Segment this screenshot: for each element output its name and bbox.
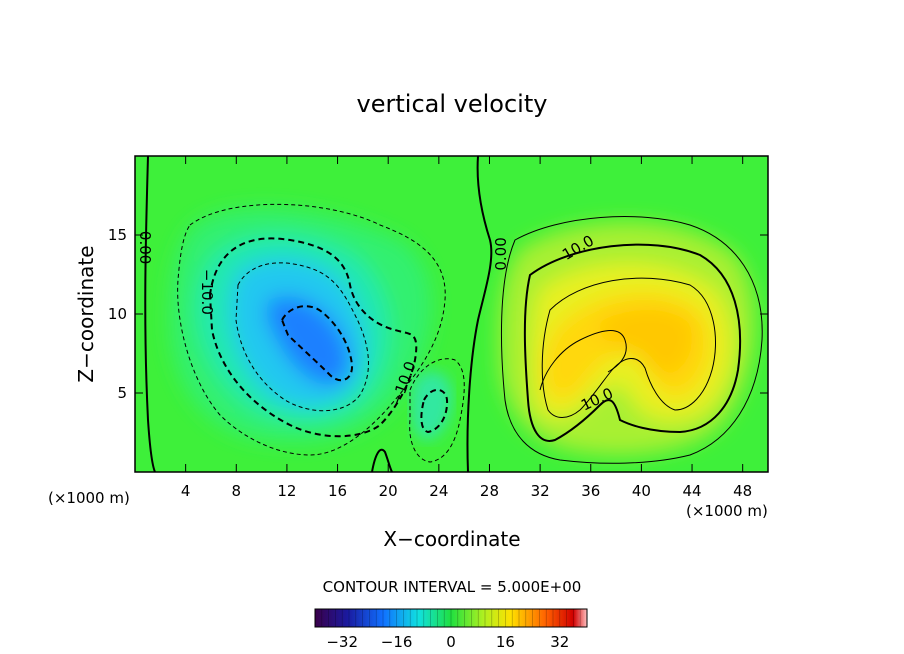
colorbar-tick-label: −32 [326,633,358,651]
contour-label: 0.00 [492,237,510,270]
svg-text:−10.0: −10.0 [198,269,216,315]
x-tick-label: 44 [682,482,701,500]
x-tick-label: 16 [328,482,347,500]
plot-field [135,156,768,472]
contour-interval-text: CONTOUR INTERVAL = 5.000E+00 [323,578,582,596]
colorbar-tick-label: 32 [550,633,569,651]
contour-label: 0.00 [136,231,154,264]
x-tick-label: 4 [181,482,191,500]
x-axis-label: X−coordinate [383,527,520,551]
y-tick-label: 10 [108,305,127,323]
y-tick-label: 15 [108,226,127,244]
x-tick-label: 8 [232,482,242,500]
contour-label: −10.0 [198,269,216,315]
x-tick-label: 28 [480,482,499,500]
x-axis: 4 8 12 16 20 24 28 32 36 40 44 48 [181,156,752,500]
contour-lines [144,156,763,472]
x-unit-left: (×1000 m) [48,489,130,507]
x-tick-label: 24 [429,482,448,500]
chart-title: vertical velocity [357,90,548,118]
x-tick-label: 20 [379,482,398,500]
svg-text:0.00: 0.00 [492,237,510,270]
y-tick-label: 5 [117,384,127,402]
x-tick-label: 48 [733,482,752,500]
colorbar: −32 −16 0 16 32 [314,608,588,651]
y-axis: 5 10 15 [108,226,768,402]
svg-text:0.00: 0.00 [136,231,154,264]
x-tick-label: 40 [632,482,651,500]
x-unit-right: (×1000 m) [686,502,768,520]
colorbar-tick-label: 0 [446,633,456,651]
x-tick-label: 32 [531,482,550,500]
colorbar-tick-label: 16 [496,633,515,651]
x-tick-label: 12 [277,482,296,500]
y-axis-label: Z−coordinate [74,245,98,382]
x-tick-label: 36 [581,482,600,500]
colorbar-tick-label: −16 [381,633,413,651]
